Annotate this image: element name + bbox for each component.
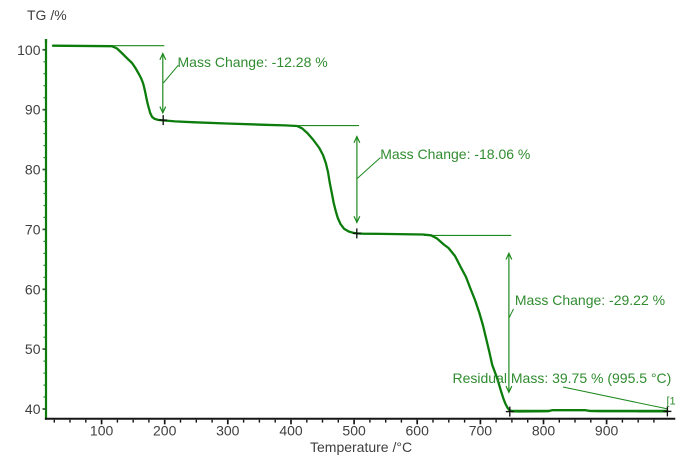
svg-text:[1: [1: [667, 395, 676, 407]
svg-text:80: 80: [25, 162, 41, 178]
svg-text:500: 500: [342, 423, 366, 439]
svg-text:Mass Change: -12.28 %: Mass Change: -12.28 %: [178, 54, 328, 70]
svg-text:50: 50: [25, 341, 41, 357]
svg-text:60: 60: [25, 281, 41, 297]
svg-text:70: 70: [25, 222, 41, 238]
svg-text:Temperature /°C: Temperature /°C: [310, 439, 412, 455]
svg-text:90: 90: [25, 102, 41, 118]
svg-text:400: 400: [279, 423, 303, 439]
svg-text:300: 300: [216, 423, 240, 439]
svg-text:800: 800: [532, 423, 556, 439]
svg-text:40: 40: [25, 401, 41, 417]
svg-text:Mass Change: -29.22 %: Mass Change: -29.22 %: [515, 292, 665, 308]
svg-text:200: 200: [153, 423, 177, 439]
svg-text:100: 100: [17, 42, 41, 58]
svg-text:Residual Mass: 39.75 % (995.5: Residual Mass: 39.75 % (995.5 °C): [453, 370, 672, 386]
svg-text:900: 900: [595, 423, 619, 439]
svg-text:TG /%: TG /%: [27, 7, 67, 23]
svg-text:700: 700: [469, 423, 493, 439]
svg-text:600: 600: [406, 423, 430, 439]
svg-text:Mass Change: -18.06 %: Mass Change: -18.06 %: [380, 146, 530, 162]
svg-text:100: 100: [90, 423, 114, 439]
